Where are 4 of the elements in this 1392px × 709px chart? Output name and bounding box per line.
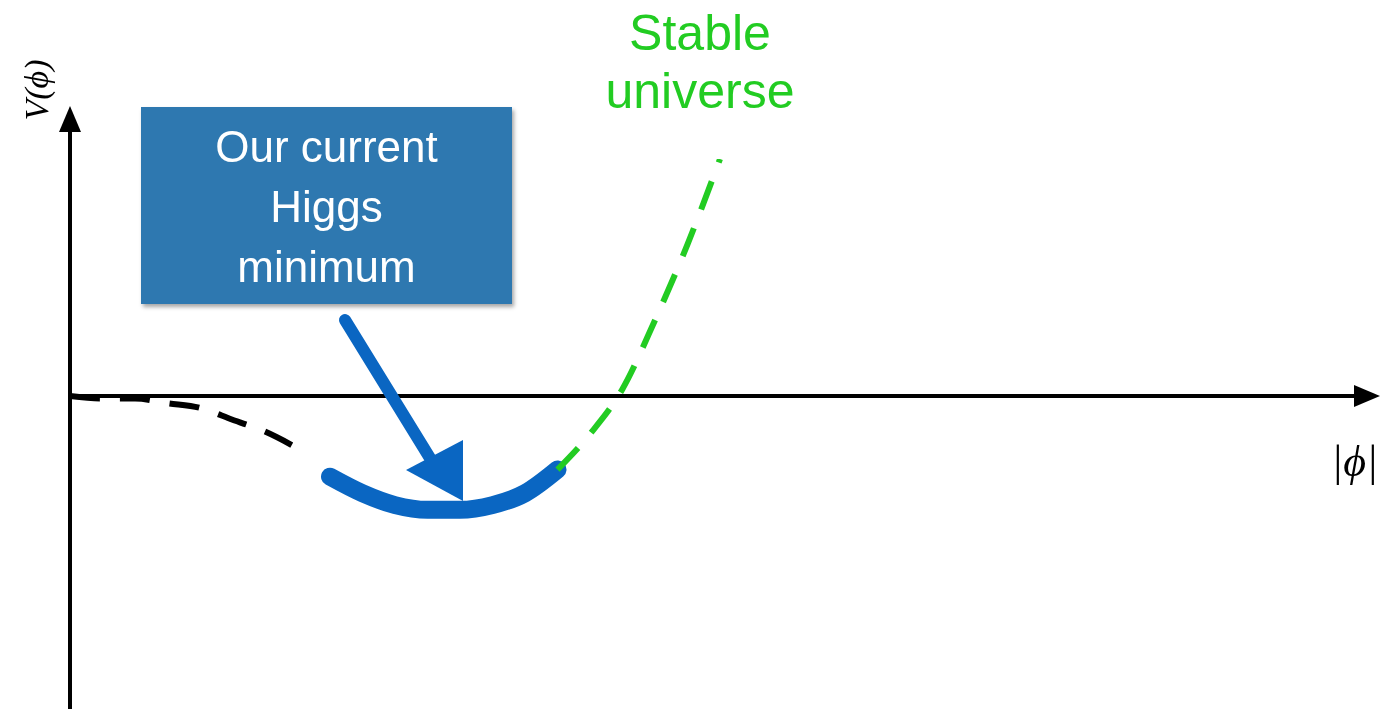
series-label: Stable universe bbox=[605, 5, 795, 119]
annotation: Our current Higgs minimum bbox=[141, 107, 512, 304]
x-axis-title: |ϕ| bbox=[1331, 437, 1378, 487]
y-axis-title: V(ϕ) bbox=[18, 59, 56, 121]
